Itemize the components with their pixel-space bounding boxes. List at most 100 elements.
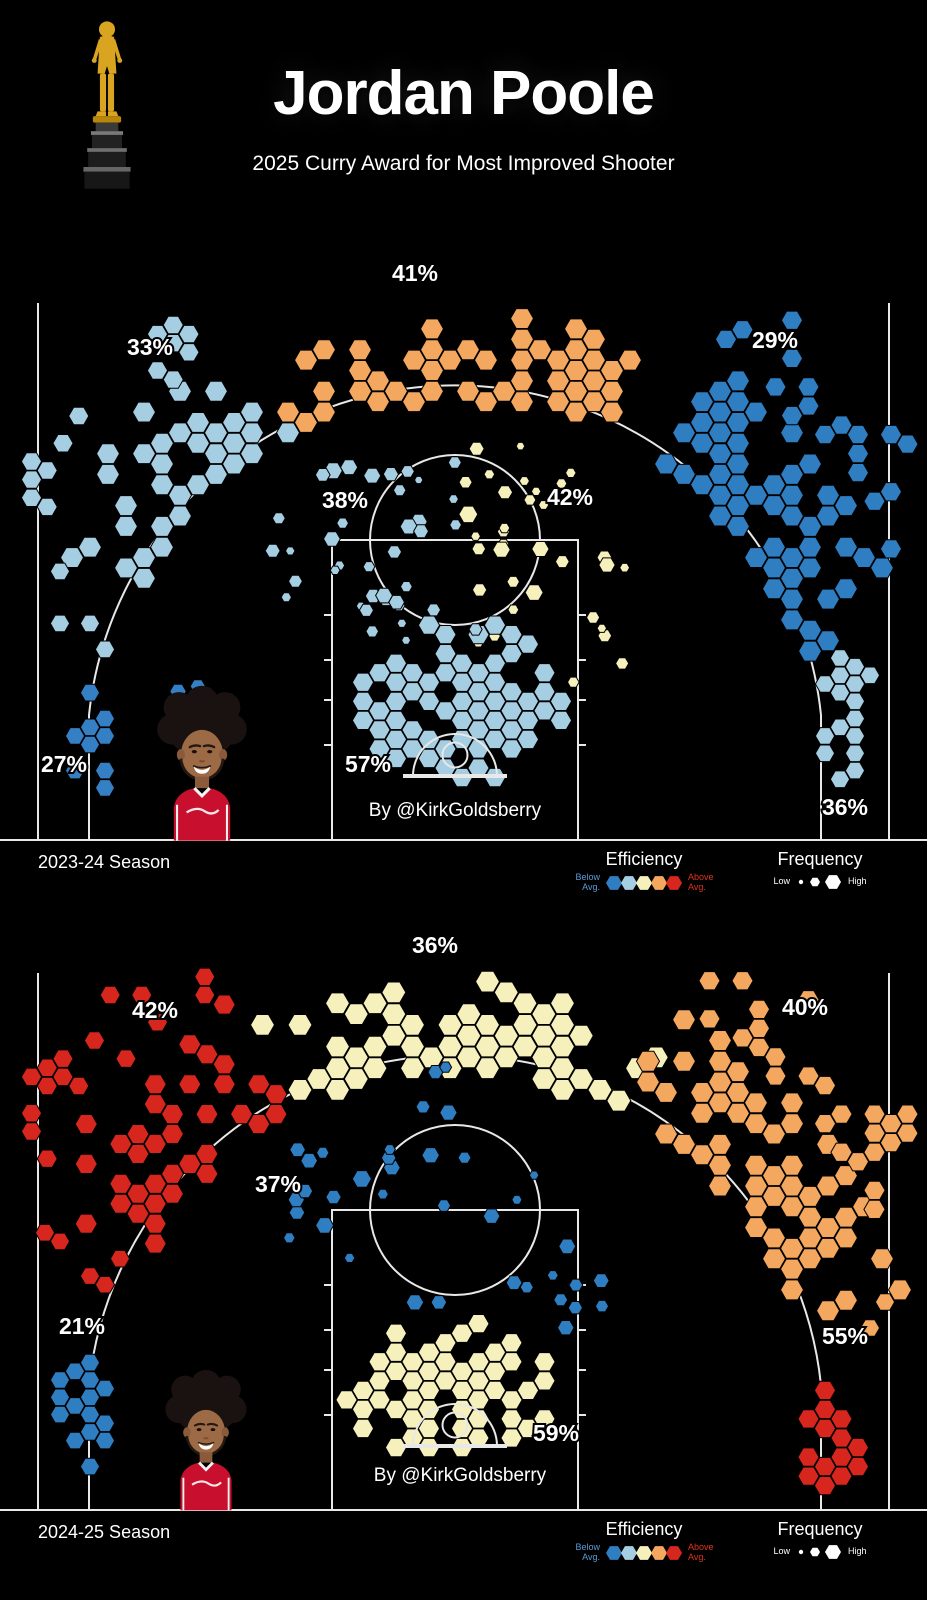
hex-bin [399, 1035, 426, 1058]
hex-bin [689, 1144, 715, 1166]
hex-bin [545, 349, 571, 371]
zone-paint [335, 1314, 556, 1458]
hex-bin [814, 744, 836, 763]
hex-bin [563, 339, 589, 361]
hex-bin [178, 343, 200, 362]
hex-bin [743, 1113, 769, 1135]
hex-bin [581, 370, 607, 392]
hex-bin [707, 401, 733, 423]
hex-bin [450, 1361, 474, 1381]
hex-bin [815, 505, 841, 527]
zone-pct-label-right-wing-three: 40% [782, 994, 828, 1020]
hex-bin [725, 474, 751, 496]
hex-bin [743, 1217, 769, 1238]
hex-bin [483, 729, 507, 750]
hex-bin [830, 1466, 853, 1486]
zone-right-corner-three [814, 649, 881, 789]
hex-bin [109, 1249, 131, 1268]
hex-bin [417, 729, 441, 750]
hex-bin [506, 575, 521, 588]
hex-bin [507, 604, 520, 615]
hex-bin [336, 517, 350, 529]
hex-bin [844, 692, 866, 711]
zone-pct-label-right-midrange: 42% [547, 484, 593, 510]
hex-bin [49, 1388, 71, 1407]
hex-bin [178, 1034, 202, 1055]
hex-bin [400, 465, 415, 478]
hex-bin [474, 1014, 501, 1036]
hex-bin [383, 1144, 396, 1155]
hex-bin [203, 380, 229, 402]
hex-bin [707, 484, 733, 506]
hex-bin [528, 1170, 540, 1180]
hex-bin [160, 1163, 185, 1184]
hex-bin [493, 1024, 519, 1047]
hex-bin [509, 349, 535, 371]
hex-bin [434, 625, 457, 645]
hex-bin [815, 588, 841, 610]
zone-pct-label-left-corner-three: 21% [59, 1313, 105, 1339]
hex-bin [500, 701, 523, 721]
hex-bin [113, 557, 139, 579]
hex-bin [779, 463, 805, 485]
hex-bin [505, 1275, 523, 1291]
hex-bin [707, 380, 733, 402]
hex-bin [563, 401, 589, 423]
hex-bin [599, 401, 625, 423]
hex-bin [131, 443, 157, 465]
hex-bin [449, 519, 463, 531]
hex-bin [221, 412, 247, 433]
hex-bin [833, 495, 859, 517]
hex-bin [592, 1273, 610, 1288]
hex-bin [707, 1154, 733, 1176]
hex-bin [399, 581, 413, 593]
hex-bin [743, 1092, 769, 1114]
zone-left-wing-three [20, 315, 301, 659]
hex-bin [36, 1058, 58, 1077]
hex-bin [95, 463, 121, 485]
hex-bin [549, 1057, 576, 1080]
hex-bin [381, 1003, 407, 1025]
hex-bin [94, 640, 116, 659]
hex-bin [375, 587, 394, 604]
zone-pct-label-left-corner-three: 27% [41, 751, 87, 777]
hex-bin [64, 761, 86, 780]
frequency-dot-small [798, 879, 804, 885]
hex-bin [830, 1409, 853, 1429]
rim-and-backboard [403, 733, 507, 778]
hex-bin [59, 547, 85, 568]
hex-bin [545, 370, 571, 392]
hex-bin [714, 329, 738, 349]
hex-bin [779, 1175, 805, 1197]
hex-bin [131, 985, 153, 1005]
hex-bin [300, 1152, 319, 1169]
hex-bin [450, 1323, 474, 1343]
zone-pct-label-top-key-three: 41% [392, 260, 438, 286]
hex-bin [162, 370, 184, 389]
hex-bin [450, 691, 474, 711]
hex-bin [743, 547, 769, 568]
hex-bin [879, 482, 903, 502]
hex-bin [779, 422, 805, 444]
hex-bin [731, 1028, 754, 1048]
hex-bin [846, 444, 870, 464]
hex-bin [896, 434, 919, 454]
hex-bin [797, 1447, 820, 1467]
hex-bin [725, 391, 751, 413]
hex-bin [311, 380, 337, 402]
hex-bin [689, 412, 715, 433]
efficiency-scale-hexes [606, 1545, 682, 1560]
hex-bin [830, 1104, 853, 1124]
hex-bin [64, 1397, 86, 1415]
hex-bin [779, 1237, 805, 1259]
frequency-hex-medium [810, 877, 820, 887]
player-face [186, 1409, 226, 1456]
zone-top-key-three [275, 308, 643, 433]
efficiency-hex-0 [606, 875, 622, 890]
hex-bin [833, 1206, 859, 1228]
hex-bin [160, 1124, 185, 1145]
trophy-graphic [83, 21, 131, 189]
high-label: High [848, 1546, 867, 1557]
hex-bin [335, 1390, 358, 1410]
hex-bin [401, 349, 427, 371]
